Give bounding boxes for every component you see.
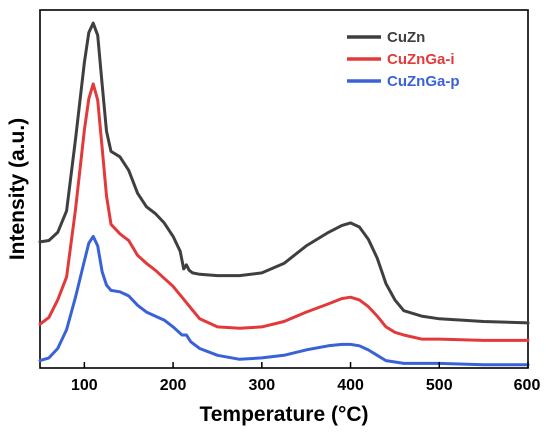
x-axis-title: Temperature (°C) [199, 403, 368, 426]
x-axis-ticks: 100 200 300 400 500 600 [71, 362, 540, 394]
legend-label: CuZnGa-i [387, 51, 455, 68]
x-tick-label: 500 [426, 377, 453, 394]
series-layer [38, 21, 530, 367]
plot-frame [39, 9, 529, 369]
x-tick-label: 600 [514, 377, 541, 394]
legend-label: CuZnGa-p [387, 73, 460, 90]
x-tick-label: 100 [71, 377, 98, 394]
y-axis-title: Intensity (a.u.) [6, 118, 29, 260]
x-tick-label: 200 [160, 377, 187, 394]
series-line-cuzn [38, 21, 530, 325]
series-line-cuznga-p [38, 234, 530, 367]
legend: CuZn CuZnGa-i CuZnGa-p [347, 29, 460, 90]
x-tick-label: 400 [337, 377, 364, 394]
x-tick-label: 300 [248, 377, 275, 394]
series-line-cuznga-i [38, 82, 530, 342]
legend-label: CuZn [387, 29, 425, 46]
